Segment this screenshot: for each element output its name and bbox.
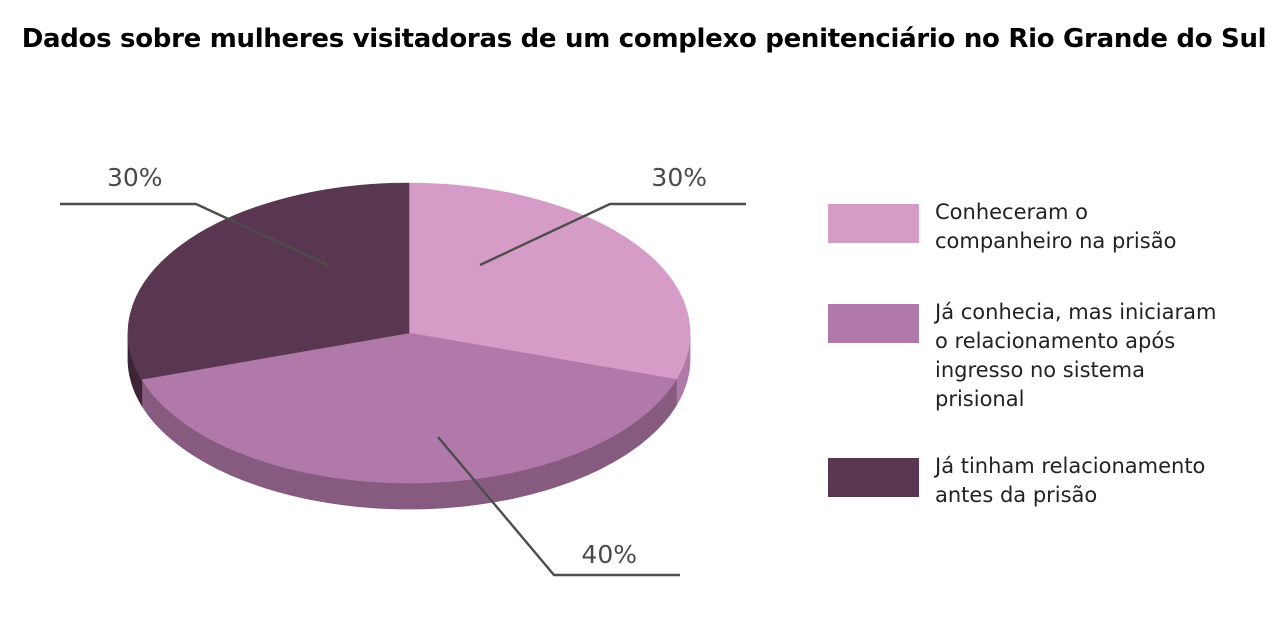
- legend-item-conheceram: Conheceram o companheiro na prisão: [828, 200, 1176, 256]
- legend-swatch-ja-conhecia: [828, 304, 919, 343]
- pie-slice-conheceram: [408, 182, 691, 380]
- legend-label-conheceram: Conheceram o companheiro na prisão: [935, 200, 1177, 253]
- legend-swatch-conheceram: [828, 204, 919, 243]
- value-label-ja-tinham: 30%: [107, 163, 163, 192]
- pie-value-labels: 30% 40% 30%: [107, 163, 707, 569]
- legend-item-ja-conhecia: Já conhecia, mas iniciaram o relacioname…: [828, 300, 1216, 414]
- chart-title: Dados sobre mulheres visitadoras de um c…: [21, 24, 1267, 54]
- legend-label-ja-conhecia: Já conhecia, mas iniciaram o relacioname…: [935, 300, 1217, 411]
- leader-line-ja-conhecia: [437, 436, 680, 577]
- legend-label-ja-tinham: Já tinham relacionamento antes da prisão: [935, 454, 1206, 507]
- legend-item-ja-tinham: Já tinham relacionamento antes da prisão: [828, 454, 1205, 510]
- pie-leader-lines: [60, 202, 746, 577]
- pie-slice-ja-tinham: [127, 182, 410, 380]
- pie-slices: [127, 182, 691, 484]
- value-label-ja-conhecia: 40%: [581, 540, 637, 569]
- legend-swatch-ja-tinham: [828, 458, 919, 497]
- leader-line-ja-tinham: [60, 202, 329, 267]
- leader-line-conheceram: [479, 202, 746, 267]
- value-label-conheceram: 30%: [651, 163, 707, 192]
- pie-slice-ja-conhecia: [141, 332, 677, 484]
